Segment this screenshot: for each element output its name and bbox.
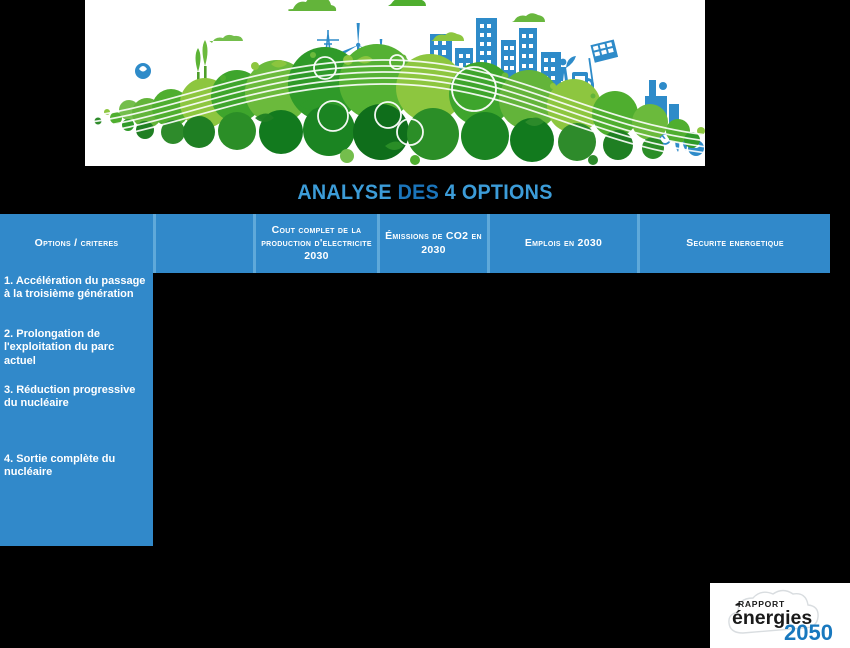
leaf-icon (735, 602, 741, 606)
comparison-table-header-row: Options / criteres Cout complet de la pr… (0, 214, 830, 273)
table-header-cout-complet-production-electricite[interactable]: Cout complet de la production d'electric… (253, 214, 377, 273)
logo-word: énergies (732, 607, 812, 629)
cloud-shape (728, 589, 819, 634)
lightbulb-icon (135, 63, 151, 79)
table-row-label-2[interactable]: 2. Prolongation de l'exploitation du par… (4, 328, 115, 367)
table-header-emissions-co2[interactable]: Émissions de CO2 en 2030 (377, 214, 487, 273)
table-header-label: Emplois en 2030 (524, 236, 603, 249)
logo-year: 2050 (784, 620, 833, 645)
logo-kicker: RAPPORT (738, 599, 785, 609)
page-title-part-1: ANALYSE (297, 181, 398, 204)
table-header-options-criteres[interactable]: Options / criteres (0, 214, 153, 273)
page-title-part-2: DES (397, 181, 445, 204)
comparison-table-body (153, 273, 830, 546)
person-icon (559, 56, 576, 81)
table-header-label: Securite energetique (686, 236, 784, 249)
table-row-label-3[interactable]: 3. Réduction progressive du nucléaire (4, 384, 136, 410)
table-row-label-column: 1. Accélération du passage à la troisièm… (0, 273, 153, 546)
outline-rings (313, 54, 497, 146)
eco-energy-banner (85, 0, 705, 166)
page-title-part-3: 4 OPTIONS (444, 181, 553, 204)
table-row-label-1[interactable]: 1. Accélération du passage à la troisièm… (4, 275, 146, 301)
table-header-securite-energetique[interactable]: Securite energetique (637, 214, 830, 273)
solar-panel (588, 39, 619, 83)
table-row-label-4[interactable]: 4. Sortie complète du nucléaire (4, 453, 116, 479)
table-header-emplois-2030[interactable]: Emplois en 2030 (487, 214, 637, 273)
page-title: ANALYSE DES 4 OPTIONS (26, 181, 825, 205)
table-header-label: Cout complet de la production d'electric… (261, 223, 372, 263)
table-header-label: Émissions de CO2 en 2030 (385, 230, 482, 256)
table-header-blank[interactable] (153, 214, 253, 273)
ribbon-lines (85, 59, 705, 160)
rapport-energies-2050-logo: RAPPORT énergies 2050 (710, 583, 850, 648)
table-header-label: Options / criteres (34, 236, 119, 249)
green-bubbles (94, 0, 705, 165)
